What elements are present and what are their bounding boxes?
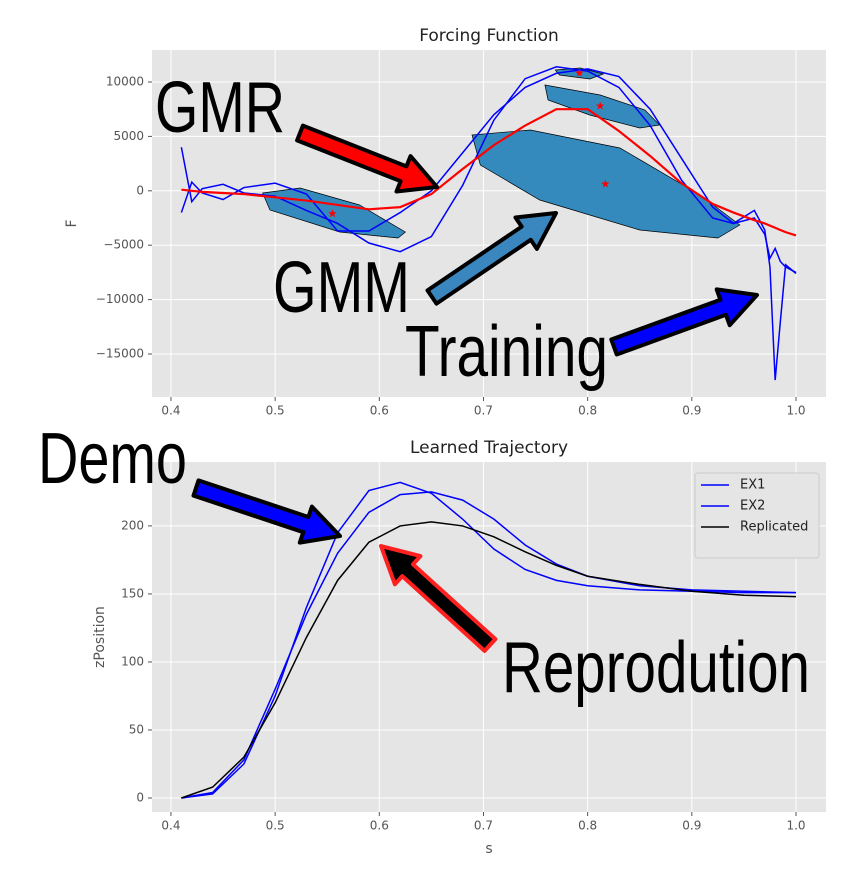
legend-label: EX2 (740, 499, 765, 514)
x-tick-label: 0.9 (682, 819, 701, 833)
y-tick-label: −10000 (96, 292, 144, 306)
legend-frame (694, 472, 820, 559)
x-tick-label: 0.4 (161, 404, 180, 418)
gmm-mean (601, 179, 610, 188)
y-tick-label: 5000 (113, 129, 144, 143)
x-tick-label: 0.6 (370, 819, 389, 833)
y-tick-label: 0 (136, 790, 144, 804)
legend-label: EX1 (740, 478, 765, 493)
annotation: Training (405, 312, 608, 392)
chart-title: Forcing Function (419, 26, 559, 46)
arrow (295, 123, 439, 194)
y-tick-label: −15000 (96, 347, 144, 361)
x-tick-label: 0.5 (266, 819, 285, 833)
arrows (191, 123, 759, 653)
gmm-mean (575, 68, 584, 77)
y-axis-label: zPosition (92, 606, 108, 668)
annotation: GMR (155, 68, 285, 148)
series-line (181, 108, 797, 237)
y-tick-label: 150 (121, 586, 144, 600)
gmm-component (544, 84, 661, 129)
x-tick-label: 0.7 (474, 819, 493, 833)
x-tick-label: 0.7 (474, 404, 493, 418)
x-tick-label: 0.5 (266, 404, 285, 418)
y-tick-label: 200 (121, 518, 144, 532)
plot-content: EX1 EX2 Replicated (181, 472, 820, 799)
chart: 0.4 0.5 0.6 0.7 0.8 0.9 1.0 −15000 −10000 −5000 0 5… (64, 26, 826, 418)
series-line (181, 491, 797, 799)
x-tick-label: 0.8 (578, 404, 597, 418)
series-line (180, 68, 797, 381)
arrow (609, 287, 759, 357)
arrow (379, 544, 498, 653)
x-axis-label: s (485, 841, 492, 857)
annotation: GMM (273, 248, 410, 328)
annotation: Reprodution (502, 628, 810, 708)
x-tick-label: 1.0 (786, 404, 805, 418)
plot-content (180, 66, 797, 381)
x-tick-label: 1.0 (786, 819, 805, 833)
arrow (191, 478, 342, 545)
arrow (425, 211, 558, 306)
gmm-mean (595, 101, 605, 110)
series-line (181, 481, 796, 799)
legend-label: Replicated (740, 520, 808, 535)
y-tick-label: −5000 (103, 238, 144, 252)
y-tick-label: 50 (129, 722, 144, 736)
x-tick-label: 0.6 (370, 404, 389, 418)
gmm-mean (328, 209, 337, 218)
chart-title: Learned Trajectory (410, 438, 568, 458)
legend: EX1 EX2 Replicated (694, 472, 820, 559)
y-tick-label: 0 (136, 183, 144, 197)
annotation: Demo (38, 419, 187, 499)
x-tick-label: 0.4 (161, 819, 180, 833)
series-line (181, 521, 797, 799)
y-tick-label: 10000 (106, 74, 144, 88)
y-tick-label: 100 (121, 654, 144, 668)
x-tick-label: 0.8 (578, 819, 597, 833)
annotations: GMR GMM Training Demo Reprodution (38, 68, 810, 708)
x-tick-label: 0.9 (682, 404, 701, 418)
y-axis-label: F (64, 219, 80, 227)
